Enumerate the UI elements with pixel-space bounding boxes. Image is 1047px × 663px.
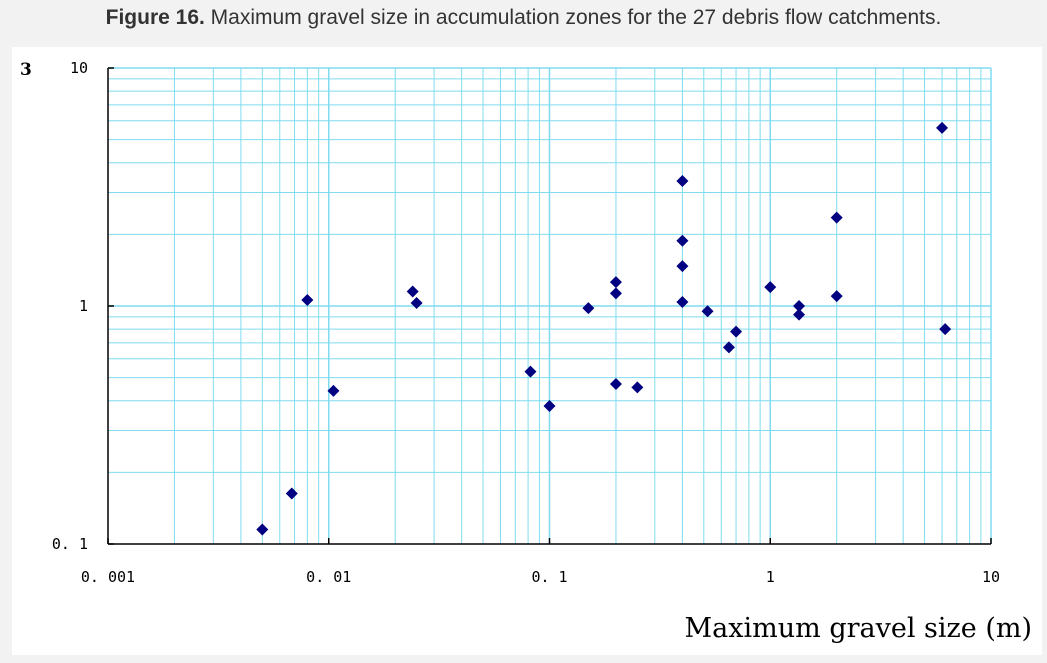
data-point <box>631 381 644 394</box>
data-point <box>609 287 622 300</box>
x-tick-label: 0. 1 <box>531 568 567 586</box>
data-point <box>582 302 595 315</box>
data-point <box>543 400 556 413</box>
data-point <box>793 308 806 321</box>
data-points <box>256 121 952 536</box>
data-point <box>830 290 843 303</box>
data-point <box>327 384 340 397</box>
x-tick-label: 0. 001 <box>81 568 135 586</box>
data-point <box>676 234 689 247</box>
data-point <box>285 487 298 500</box>
y-tick-label: 1 <box>79 297 88 315</box>
data-point <box>676 175 689 188</box>
scatter-chart: 0. 001 0. 01 0. 1 1 10 10 1 0. 1 3 Maximum grav… <box>20 59 1032 644</box>
data-point <box>609 378 622 391</box>
data-point <box>406 285 419 298</box>
axes <box>107 67 992 545</box>
data-point <box>764 281 777 294</box>
x-tick-label: 0. 01 <box>306 568 351 586</box>
figure-caption-text: Maximum gravel size in accumulation zone… <box>204 6 942 29</box>
data-point <box>609 276 622 289</box>
y-axis-label-fragment: 3 <box>20 60 32 80</box>
x-tick-label: 1 <box>766 568 775 586</box>
data-point <box>830 211 843 224</box>
tick-labels: 0. 001 0. 01 0. 1 1 10 10 1 0. 1 <box>52 59 1000 586</box>
data-point <box>730 325 743 338</box>
grid-lines <box>108 68 991 544</box>
data-point <box>676 260 689 273</box>
data-point <box>301 293 314 306</box>
data-point <box>676 295 689 308</box>
data-point <box>936 121 949 134</box>
figure-caption: Figure 16. Maximum gravel size in accumu… <box>0 6 1047 30</box>
data-point <box>701 305 714 318</box>
y-tick-label: 0. 1 <box>52 535 88 553</box>
data-point <box>256 523 269 536</box>
data-point <box>939 323 952 336</box>
figure-label: Figure 16. <box>105 6 205 29</box>
data-point <box>722 341 735 354</box>
data-point <box>524 365 537 378</box>
chart-panel: 0. 001 0. 01 0. 1 1 10 10 1 0. 1 3 Maximum grav… <box>12 47 1042 655</box>
data-point <box>410 296 423 309</box>
x-axis-title: Maximum gravel size (m) <box>685 613 1032 644</box>
y-tick-label: 10 <box>70 59 88 77</box>
x-tick-label: 10 <box>982 568 1000 586</box>
data-point <box>793 300 806 312</box>
